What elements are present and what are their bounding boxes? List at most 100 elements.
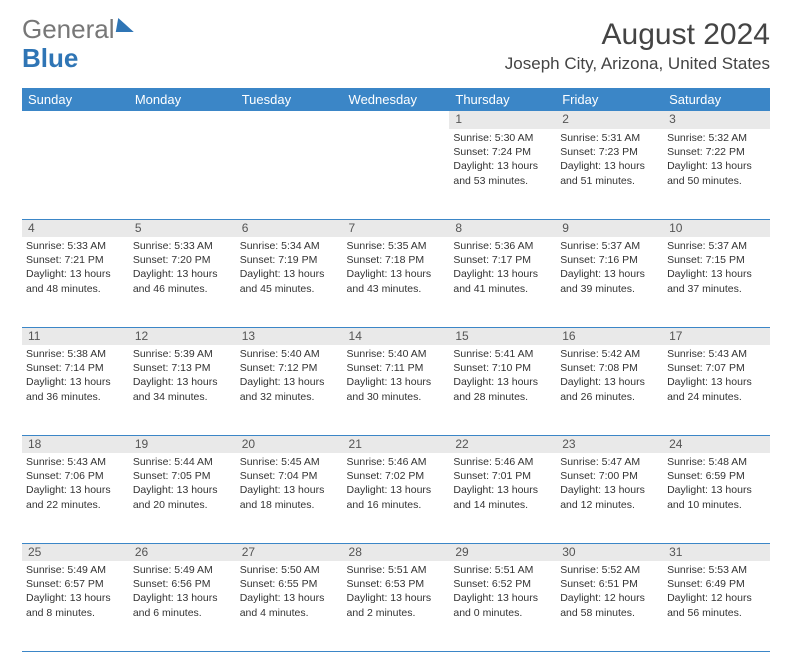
day-number-cell: 1 (449, 111, 556, 129)
day-details: Sunrise: 5:39 AMSunset: 7:13 PMDaylight:… (133, 345, 232, 404)
day-number-cell (22, 111, 129, 129)
weekday-header: Saturday (663, 88, 770, 111)
day-number-row: 45678910 (22, 219, 770, 237)
day-number-row: 11121314151617 (22, 327, 770, 345)
day-number-cell: 4 (22, 219, 129, 237)
day-details: Sunrise: 5:34 AMSunset: 7:19 PMDaylight:… (240, 237, 339, 296)
day-details: Sunrise: 5:43 AMSunset: 7:06 PMDaylight:… (26, 453, 125, 512)
day-number-cell: 12 (129, 327, 236, 345)
day-cell: Sunrise: 5:40 AMSunset: 7:11 PMDaylight:… (343, 345, 450, 435)
day-number-cell: 28 (343, 543, 450, 561)
day-number-cell: 10 (663, 219, 770, 237)
logo-text-1: General (22, 14, 115, 44)
day-number-cell: 3 (663, 111, 770, 129)
day-details: Sunrise: 5:33 AMSunset: 7:20 PMDaylight:… (133, 237, 232, 296)
day-number-cell: 14 (343, 327, 450, 345)
day-details: Sunrise: 5:31 AMSunset: 7:23 PMDaylight:… (560, 129, 659, 188)
day-number-cell (236, 111, 343, 129)
day-number-cell: 5 (129, 219, 236, 237)
day-number-cell (129, 111, 236, 129)
day-number-cell: 13 (236, 327, 343, 345)
day-number-cell: 22 (449, 435, 556, 453)
calendar-body: 123Sunrise: 5:30 AMSunset: 7:24 PMDaylig… (22, 111, 770, 651)
header: General Blue August 2024 Joseph City, Ar… (22, 18, 770, 74)
weekday-header: Tuesday (236, 88, 343, 111)
day-details: Sunrise: 5:46 AMSunset: 7:02 PMDaylight:… (347, 453, 446, 512)
day-cell: Sunrise: 5:34 AMSunset: 7:19 PMDaylight:… (236, 237, 343, 327)
day-cell: Sunrise: 5:37 AMSunset: 7:16 PMDaylight:… (556, 237, 663, 327)
logo: General Blue (22, 18, 135, 74)
day-number-cell: 20 (236, 435, 343, 453)
day-details: Sunrise: 5:40 AMSunset: 7:12 PMDaylight:… (240, 345, 339, 404)
day-number-cell: 7 (343, 219, 450, 237)
day-number-cell: 15 (449, 327, 556, 345)
day-content-row: Sunrise: 5:33 AMSunset: 7:21 PMDaylight:… (22, 237, 770, 327)
day-number-cell: 11 (22, 327, 129, 345)
day-details: Sunrise: 5:49 AMSunset: 6:56 PMDaylight:… (133, 561, 232, 620)
day-cell: Sunrise: 5:46 AMSunset: 7:01 PMDaylight:… (449, 453, 556, 543)
day-details: Sunrise: 5:32 AMSunset: 7:22 PMDaylight:… (667, 129, 766, 188)
day-cell: Sunrise: 5:52 AMSunset: 6:51 PMDaylight:… (556, 561, 663, 651)
day-cell: Sunrise: 5:45 AMSunset: 7:04 PMDaylight:… (236, 453, 343, 543)
logo-text-2: Blue (22, 43, 78, 73)
day-details: Sunrise: 5:44 AMSunset: 7:05 PMDaylight:… (133, 453, 232, 512)
day-cell: Sunrise: 5:44 AMSunset: 7:05 PMDaylight:… (129, 453, 236, 543)
day-cell: Sunrise: 5:36 AMSunset: 7:17 PMDaylight:… (449, 237, 556, 327)
day-cell: Sunrise: 5:42 AMSunset: 7:08 PMDaylight:… (556, 345, 663, 435)
day-cell: Sunrise: 5:51 AMSunset: 6:53 PMDaylight:… (343, 561, 450, 651)
day-cell (22, 129, 129, 219)
day-details: Sunrise: 5:38 AMSunset: 7:14 PMDaylight:… (26, 345, 125, 404)
day-cell (343, 129, 450, 219)
day-number-cell: 26 (129, 543, 236, 561)
day-number-row: 123 (22, 111, 770, 129)
day-details: Sunrise: 5:51 AMSunset: 6:53 PMDaylight:… (347, 561, 446, 620)
day-cell: Sunrise: 5:46 AMSunset: 7:02 PMDaylight:… (343, 453, 450, 543)
day-content-row: Sunrise: 5:38 AMSunset: 7:14 PMDaylight:… (22, 345, 770, 435)
title-block: August 2024 Joseph City, Arizona, United… (505, 18, 770, 74)
day-number-cell: 17 (663, 327, 770, 345)
day-details: Sunrise: 5:51 AMSunset: 6:52 PMDaylight:… (453, 561, 552, 620)
day-content-row: Sunrise: 5:49 AMSunset: 6:57 PMDaylight:… (22, 561, 770, 651)
day-details: Sunrise: 5:37 AMSunset: 7:15 PMDaylight:… (667, 237, 766, 296)
day-cell: Sunrise: 5:33 AMSunset: 7:20 PMDaylight:… (129, 237, 236, 327)
day-cell: Sunrise: 5:50 AMSunset: 6:55 PMDaylight:… (236, 561, 343, 651)
day-details: Sunrise: 5:47 AMSunset: 7:00 PMDaylight:… (560, 453, 659, 512)
day-number-cell: 29 (449, 543, 556, 561)
day-cell: Sunrise: 5:47 AMSunset: 7:00 PMDaylight:… (556, 453, 663, 543)
day-cell: Sunrise: 5:30 AMSunset: 7:24 PMDaylight:… (449, 129, 556, 219)
day-number-cell (343, 111, 450, 129)
day-number-cell: 21 (343, 435, 450, 453)
day-number-cell: 30 (556, 543, 663, 561)
day-cell: Sunrise: 5:35 AMSunset: 7:18 PMDaylight:… (343, 237, 450, 327)
day-details: Sunrise: 5:33 AMSunset: 7:21 PMDaylight:… (26, 237, 125, 296)
day-number-cell: 18 (22, 435, 129, 453)
day-details: Sunrise: 5:48 AMSunset: 6:59 PMDaylight:… (667, 453, 766, 512)
weekday-header: Sunday (22, 88, 129, 111)
day-details: Sunrise: 5:53 AMSunset: 6:49 PMDaylight:… (667, 561, 766, 620)
day-cell: Sunrise: 5:43 AMSunset: 7:06 PMDaylight:… (22, 453, 129, 543)
weekday-header: Friday (556, 88, 663, 111)
day-details: Sunrise: 5:43 AMSunset: 7:07 PMDaylight:… (667, 345, 766, 404)
day-content-row: Sunrise: 5:30 AMSunset: 7:24 PMDaylight:… (22, 129, 770, 219)
logo-triangle-icon (115, 18, 135, 32)
weekday-header: Thursday (449, 88, 556, 111)
day-number-cell: 27 (236, 543, 343, 561)
day-number-cell: 16 (556, 327, 663, 345)
day-details: Sunrise: 5:30 AMSunset: 7:24 PMDaylight:… (453, 129, 552, 188)
weekday-header-row: SundayMondayTuesdayWednesdayThursdayFrid… (22, 88, 770, 111)
day-number-cell: 9 (556, 219, 663, 237)
day-details: Sunrise: 5:41 AMSunset: 7:10 PMDaylight:… (453, 345, 552, 404)
day-details: Sunrise: 5:40 AMSunset: 7:11 PMDaylight:… (347, 345, 446, 404)
day-number-row: 18192021222324 (22, 435, 770, 453)
day-cell: Sunrise: 5:41 AMSunset: 7:10 PMDaylight:… (449, 345, 556, 435)
day-cell: Sunrise: 5:32 AMSunset: 7:22 PMDaylight:… (663, 129, 770, 219)
day-details: Sunrise: 5:52 AMSunset: 6:51 PMDaylight:… (560, 561, 659, 620)
day-cell: Sunrise: 5:49 AMSunset: 6:56 PMDaylight:… (129, 561, 236, 651)
day-cell: Sunrise: 5:39 AMSunset: 7:13 PMDaylight:… (129, 345, 236, 435)
location-subtitle: Joseph City, Arizona, United States (505, 54, 770, 74)
day-number-cell: 19 (129, 435, 236, 453)
day-details: Sunrise: 5:46 AMSunset: 7:01 PMDaylight:… (453, 453, 552, 512)
day-cell: Sunrise: 5:38 AMSunset: 7:14 PMDaylight:… (22, 345, 129, 435)
day-details: Sunrise: 5:37 AMSunset: 7:16 PMDaylight:… (560, 237, 659, 296)
day-cell: Sunrise: 5:53 AMSunset: 6:49 PMDaylight:… (663, 561, 770, 651)
